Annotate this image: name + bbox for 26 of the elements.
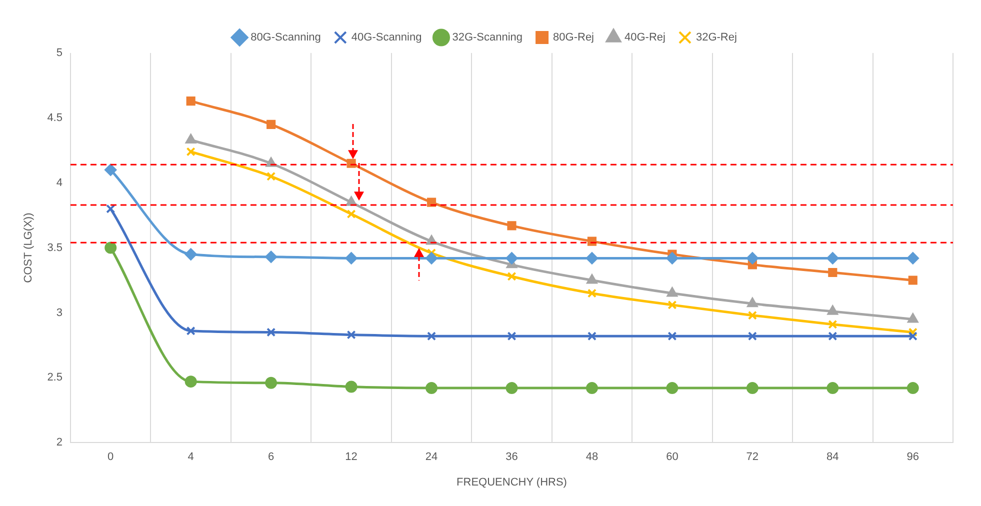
x-tick-label: 96 [906, 451, 920, 464]
legend-label: 80G-Scanning [250, 32, 321, 44]
y-axis-title: COST (LG(X)) [22, 212, 35, 283]
x-tick-label: 84 [826, 451, 839, 464]
y-tick-label: 3 [56, 306, 62, 319]
legend-label: 32G-Rej [696, 32, 737, 44]
x-tick-label: 48 [586, 451, 598, 464]
x-axis-title: FREQUENCHY (HRS) [456, 476, 567, 488]
y-tick-label: 5 [56, 47, 62, 60]
x-tick-label: 0 [108, 451, 114, 464]
y-tick-label: 4.5 [47, 112, 62, 124]
x-tick-label: 4 [188, 451, 194, 464]
y-tick-label: 2.5 [47, 372, 62, 384]
x-tick-label: 6 [268, 451, 274, 464]
legend-label: 40G-Scanning [351, 32, 422, 44]
x-tick-label: 72 [746, 451, 759, 464]
x-tick-label: 24 [425, 451, 438, 464]
legend-label: 80G-Rej [553, 32, 594, 44]
x-tick-label: 36 [506, 451, 518, 464]
legend-label: 40G-Rej [624, 32, 666, 44]
y-tick-label: 4 [56, 176, 62, 189]
legend-label: 32G-Scanning [452, 32, 523, 44]
y-tick-label: 2 [56, 436, 62, 449]
y-tick-label: 3.5 [47, 242, 62, 254]
x-tick-label: 60 [666, 451, 678, 464]
x-tick-label: 12 [345, 451, 358, 464]
